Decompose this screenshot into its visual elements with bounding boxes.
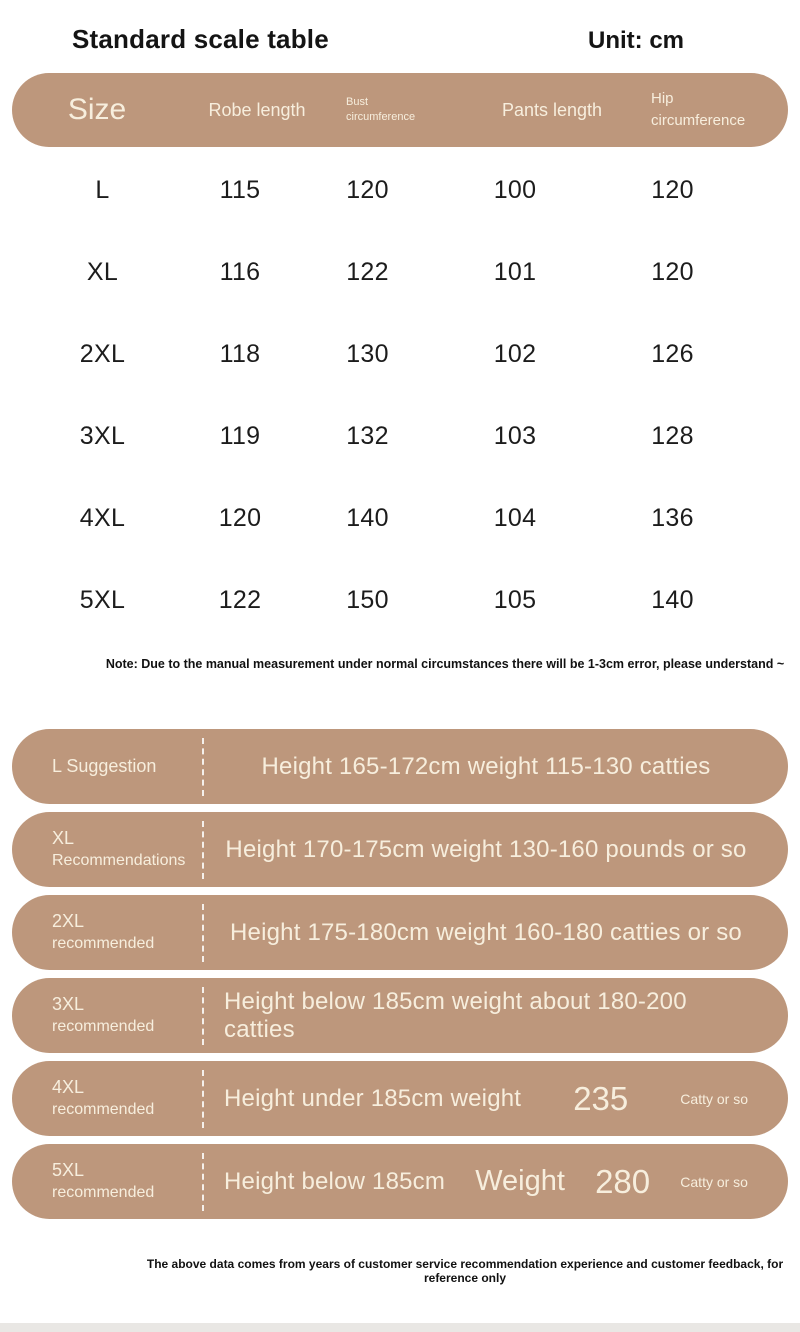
unit-label: Unit: cm [588,27,684,54]
bust-cell: 140 [346,503,389,532]
size-cell: XL [86,257,119,286]
hip-cell: 120 [651,257,694,286]
header-robe-length: Robe length [208,99,306,120]
robe-length-cell: 119 [219,421,261,450]
suggestion-text: Height 175-180cm weight 160-180 catties … [230,918,742,946]
suggestion-label-line2: recommended [52,1017,155,1035]
suggestion-text: Height under 185cm weight [224,1084,522,1112]
bust-cell: 122 [346,257,389,286]
suggestion-text: Height 170-175cm weight 130-160 pounds o… [225,835,747,863]
table-header-pill: Size Robe length Bust circumference Pant… [12,73,788,147]
suggestion-label-line2: recommended [52,934,155,952]
suggestion-label-line1: L Suggestion [52,755,157,776]
suggestion-row-3xl: 3XL recommended Height below 185cm weigh… [12,978,788,1053]
header-hip-circumference: Hip circumference [627,88,788,132]
robe-length-cell: 122 [218,585,262,614]
bust-cell: 130 [346,339,389,368]
suggestion-row-5xl: 5XL recommended Height below 185cm Weigh… [12,1144,788,1219]
bust-cell: 150 [346,585,389,614]
pants-length-cell: 102 [493,339,537,368]
measurement-note: Note: Due to the manual measurement unde… [105,657,785,671]
size-cell: 2XL [79,339,126,368]
dashed-divider [202,737,204,796]
table-row: XL 116 122 101 120 [0,231,800,313]
size-cell: L [95,175,110,204]
suggestion-big-value: 235 [573,1079,629,1117]
suggestion-label-line1: 2XL [52,911,85,932]
hip-cell: 120 [651,175,694,204]
hip-cell: 128 [651,421,694,450]
suggestion-text: Height 165-172cm weight 115-130 catties [261,752,711,780]
suggestion-label-line2: Recommendations [52,851,186,869]
suggestion-label-line1: 3XL [52,994,85,1015]
suggestion-label: XL Recommendations [12,827,202,871]
suggestion-suffix: Catty or so [680,1173,748,1190]
suggestion-content: Height under 185cm weight 235 Catty or s… [204,1080,788,1118]
title-row: Standard scale table Unit: cm [0,0,800,55]
suggestion-content: Height 165-172cm weight 115-130 catties [204,753,788,781]
header-size: Size [67,93,127,126]
table-row: 4XL 120 140 104 136 [0,477,800,559]
size-cell: 5XL [79,585,126,614]
size-cell: 3XL [79,421,126,450]
header-hip-text: Hip circumference [651,90,746,129]
dashed-divider [202,903,204,962]
suggestion-content: Height below 185cm weight about 180-200 … [204,988,788,1044]
suggestion-suffix: Catty or so [680,1090,748,1107]
suggestion-label: 3XL recommended [12,993,202,1037]
robe-length-cell: 115 [219,175,261,204]
bottom-edge-strip [0,1323,800,1332]
suggestion-label-line2: recommended [52,1100,155,1118]
dashed-divider [202,986,204,1045]
size-table: L 115 120 100 120 XL 116 122 101 120 2XL… [0,149,800,641]
pants-length-cell: 104 [493,503,537,532]
header-bust-text: Bust circumference [346,96,416,123]
pants-length-cell: 100 [493,175,537,204]
suggestion-list: L Suggestion Height 165-172cm weight 115… [0,729,800,1219]
pants-length-cell: 103 [493,421,537,450]
dashed-divider [202,1069,204,1128]
hip-cell: 136 [651,503,694,532]
suggestion-label-line1: 5XL [52,1160,85,1181]
suggestion-row-4xl: 4XL recommended Height under 185cm weigh… [12,1061,788,1136]
page-title: Standard scale table [72,24,329,54]
suggestion-label-line2: recommended [52,1183,155,1201]
suggestion-content: Height 170-175cm weight 130-160 pounds o… [204,836,788,864]
suggestion-label-line1: 4XL [52,1077,85,1098]
suggestion-row-xl: XL Recommendations Height 170-175cm weig… [12,812,788,887]
dashed-divider [202,820,204,879]
robe-length-cell: 118 [219,339,261,368]
suggestion-label: 5XL recommended [12,1159,202,1203]
dashed-divider [202,1152,204,1211]
suggestion-text: Height below 185cm [224,1167,446,1195]
suggestion-label: 2XL recommended [12,910,202,954]
robe-length-cell: 116 [219,257,261,286]
bust-cell: 120 [346,175,389,204]
suggestion-mid-label: Weight [475,1165,565,1197]
hip-cell: 140 [651,585,694,614]
hip-cell: 126 [651,339,694,368]
suggestion-row-l: L Suggestion Height 165-172cm weight 115… [12,729,788,804]
suggestion-row-2xl: 2XL recommended Height 175-180cm weight … [12,895,788,970]
footer-note: The above data comes from years of custo… [146,1257,784,1285]
suggestion-text: Height below 185cm weight about 180-200 … [224,987,687,1043]
suggestion-label: 4XL recommended [12,1076,202,1120]
suggestion-content: Height below 185cm Weight 280 Catty or s… [204,1163,788,1201]
suggestion-big-value: 280 [595,1162,651,1200]
table-row: 5XL 122 150 105 140 [0,559,800,641]
header-pants-length: Pants length [501,99,603,120]
suggestion-content: Height 175-180cm weight 160-180 catties … [204,919,788,947]
bust-cell: 132 [346,421,389,450]
pants-length-cell: 105 [493,585,537,614]
suggestion-label: L Suggestion [12,755,202,778]
table-row: L 115 120 100 120 [0,149,800,231]
size-cell: 4XL [79,503,126,532]
suggestion-label-line1: XL [52,828,75,849]
robe-length-cell: 120 [218,503,262,532]
header-bust-circumference: Bust circumference [332,95,477,125]
table-row: 3XL 119 132 103 128 [0,395,800,477]
table-row: 2XL 118 130 102 126 [0,313,800,395]
pants-length-cell: 101 [493,257,537,286]
